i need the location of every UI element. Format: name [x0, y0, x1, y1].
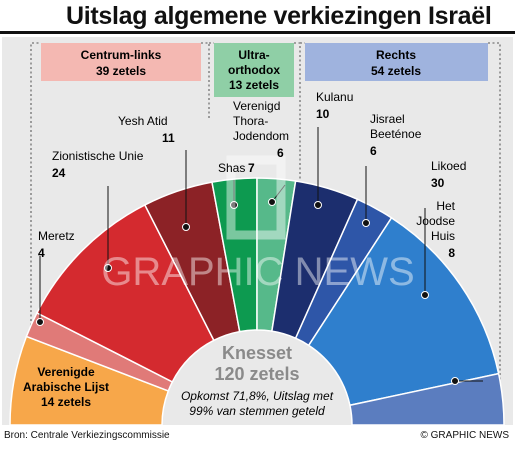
- bloc-name-line1: Ultra-: [238, 48, 269, 62]
- party-label-meretz: Meretz 4: [38, 229, 75, 260]
- party-label-line: Meretz: [38, 229, 75, 243]
- bloc-seats: 54 zetels: [371, 64, 421, 78]
- party-label-line: Beeténoe: [370, 127, 422, 141]
- party-seat-count: 4: [38, 246, 45, 260]
- party-label-kulanu: Kulanu 10: [316, 90, 353, 121]
- bloc-brackets: [30, 42, 501, 395]
- party-label-line: Zionistische Unie: [52, 149, 144, 163]
- party-label-zionistische-unie: Zionistische Unie 24: [52, 149, 144, 180]
- bloc-name: Rechts: [376, 48, 416, 62]
- party-label-line: 14 zetels: [41, 395, 91, 409]
- slice-likoed: [307, 216, 500, 407]
- leader-dot: [268, 198, 276, 206]
- leader-dot: [104, 264, 112, 272]
- semicircle-slices: [9, 177, 505, 426]
- party-label-line: Thora-: [233, 114, 268, 128]
- leader-dot: [314, 201, 322, 209]
- party-seat-count: 8: [448, 246, 455, 260]
- party-label-line: Likoed: [431, 159, 466, 173]
- bracket-rechts: [300, 42, 501, 395]
- party-seat-count: 7: [248, 161, 255, 175]
- party-seat-count: 6: [370, 144, 377, 158]
- party-seat-count: 11: [162, 131, 175, 145]
- watermark: GRAPHIC NEWS: [101, 155, 415, 294]
- party-label-verenigde-arabische-lijst: Verenigde Arabische Lijst 14 zetels: [23, 365, 109, 409]
- party-label-line: Yesh Atid: [118, 114, 168, 128]
- source-note: Bron: Centrale Verkiezingscommissie: [4, 430, 170, 441]
- leader-dot: [230, 201, 238, 209]
- chart-title: Uitslag algemene verkiezingen Israël: [0, 0, 515, 34]
- party-seat-count: 10: [316, 107, 330, 121]
- bloc-ultra-orthodox: Ultra- orthodox 13 zetels: [214, 43, 294, 97]
- party-label-line: Huis: [431, 229, 455, 243]
- bloc-seats: 13 zetels: [229, 78, 279, 92]
- party-label-verenigd-thora-jodendom: Verenigd Thora-Jodendom 6: [233, 99, 289, 160]
- slice-het-joodse-huis: [349, 372, 505, 426]
- bloc-box-rechts: [305, 43, 488, 81]
- turnout-note-line2: 99% van stemmen geteld: [189, 404, 325, 418]
- party-label-line: Jisrael: [370, 112, 405, 126]
- party-label-line: Het: [436, 199, 455, 213]
- bloc-name: Centrum-links: [81, 48, 162, 62]
- leader-dot: [421, 291, 429, 299]
- bloc-name-line2: orthodox: [228, 63, 280, 77]
- bloc-centrum-links: Centrum-links 39 zetels: [41, 43, 201, 81]
- bloc-rechts: Rechts 54 zetels: [305, 43, 488, 81]
- bloc-box-centrum-links: [41, 43, 201, 81]
- knesset-seats: 120 zetels: [214, 364, 299, 384]
- watermark-text: GRAPHIC NEWS: [101, 250, 414, 294]
- credit-note: © GRAPHIC NEWS: [420, 430, 510, 441]
- knesset-label: Knesset: [222, 343, 292, 363]
- leader-dot: [36, 318, 44, 326]
- party-label-line: Jodendom: [233, 129, 289, 143]
- party-label-line: Arabische Lijst: [23, 380, 109, 394]
- party-seat-count: 6: [277, 146, 284, 160]
- party-seat-count: 24: [52, 166, 66, 180]
- party-label-likoed: Likoed 30: [431, 159, 466, 190]
- party-label-jisrael-beet-noe: Jisrael Beeténoe 6: [370, 112, 422, 158]
- party-label-line: Shas: [218, 161, 245, 175]
- party-seat-count: 30: [431, 176, 445, 190]
- watermark-logo: [226, 155, 286, 240]
- bracket-centrum-links: [30, 42, 210, 330]
- bloc-box-ultra-orthodox: [214, 43, 294, 97]
- party-label-line: Verenigd: [233, 99, 280, 113]
- party-label-het-joodse-huis: Het Joodse Huis 8: [416, 199, 455, 260]
- party-labels: Verenigde Arabische Lijst 14 zetels Meretz 4…: [23, 90, 466, 409]
- bloc-seats: 39 zetels: [96, 64, 146, 78]
- party-label-yesh-atid: Yesh Atid 11: [118, 114, 175, 145]
- party-label-line: Kulanu: [316, 90, 353, 104]
- turnout-note-line1: Opkomst 71,8%, Uitslag met: [181, 389, 334, 403]
- leader-dot: [362, 219, 370, 227]
- label-leader-lines: [36, 127, 483, 385]
- leader-dot: [182, 223, 190, 231]
- party-label-line: Verenigde: [37, 365, 95, 379]
- party-label-line: Joodse: [416, 214, 455, 228]
- leader-dot: [451, 377, 459, 385]
- party-label-shas: Shas 7: [218, 161, 255, 175]
